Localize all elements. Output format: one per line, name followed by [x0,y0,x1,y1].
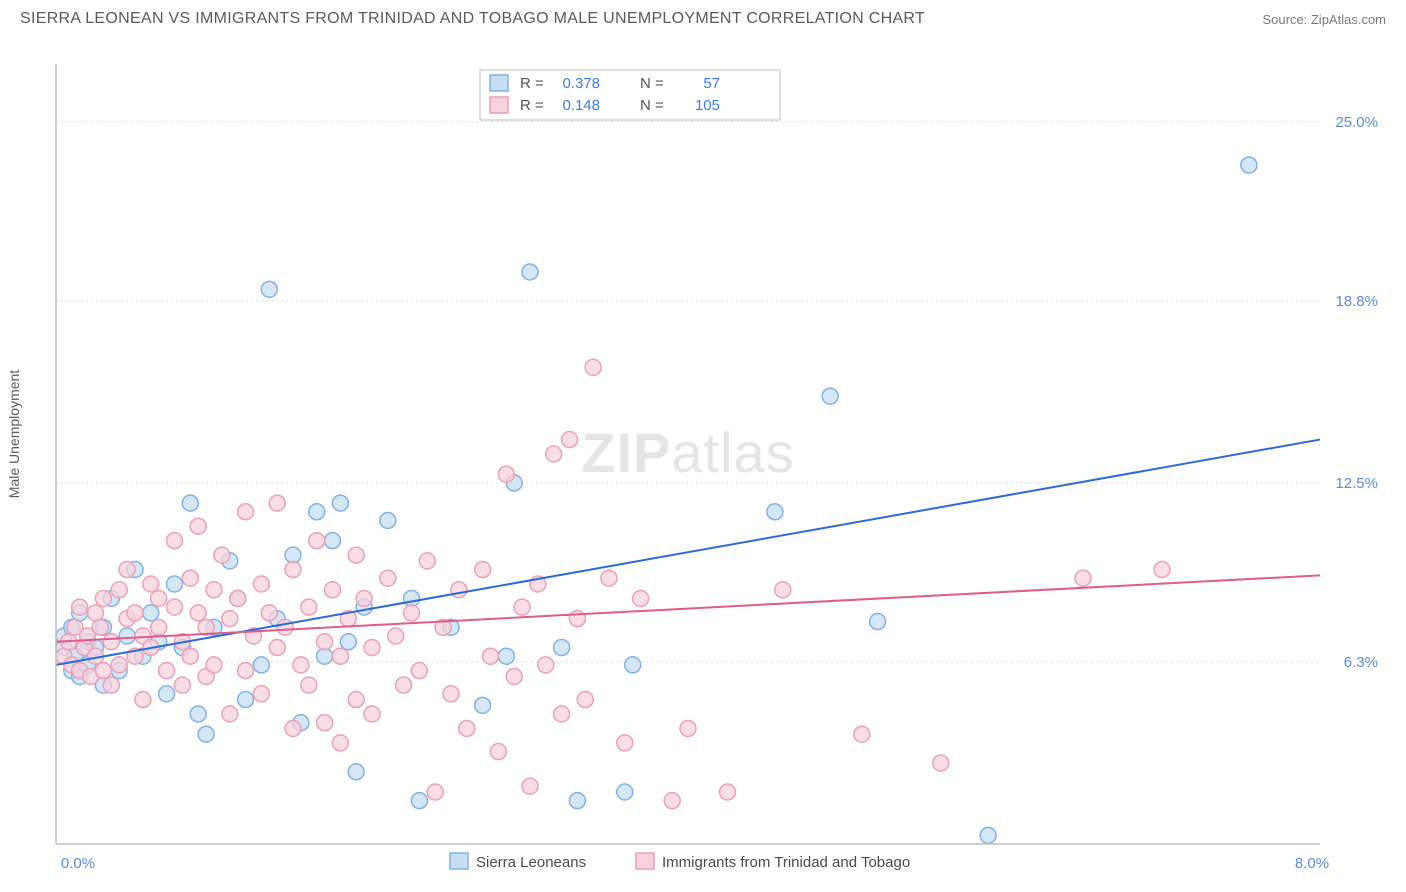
source-attribution: Source: ZipAtlas.com [1262,12,1386,27]
x-tick-label: 8.0% [1295,855,1329,872]
y-tick-label: 6.3% [1344,654,1378,671]
svg-text:R =: R = [520,97,544,114]
y-tick-label: 25.0% [1335,114,1378,131]
n-value: 57 [703,75,720,92]
legend-swatch [636,853,654,869]
series-sierra_leoneans [56,157,1257,843]
svg-text:R =: R = [520,75,544,92]
stats-swatch [490,97,508,113]
chart-title: SIERRA LEONEAN VS IMMIGRANTS FROM TRINID… [20,10,925,28]
y-tick-label: 18.8% [1335,293,1378,310]
x-tick-label: 0.0% [61,855,95,872]
r-value: 0.378 [562,75,600,92]
y-tick-label: 12.5% [1335,475,1378,492]
svg-text:N =: N = [640,75,664,92]
r-value: 0.148 [562,97,600,114]
legend-swatch [450,853,468,869]
regression-line-trinidad_tobago [56,575,1320,641]
svg-text:N =: N = [640,97,664,114]
stats-swatch [490,75,508,91]
legend-label: Sierra Leoneans [476,854,586,871]
y-axis-label: Male Unemployment [6,370,22,498]
n-value: 105 [695,97,720,114]
chart-area: Male Unemployment 6.3%12.5%18.8%25.0%ZIP… [50,34,1386,834]
legend-label: Immigrants from Trinidad and Tobago [662,854,910,871]
scatter-chart: 6.3% 12.5% 18.8% 25.0% ZIPatlas 0.0% 8.0% R = 0.… [50,34,1386,884]
watermark: ZIPatlas [581,421,794,484]
